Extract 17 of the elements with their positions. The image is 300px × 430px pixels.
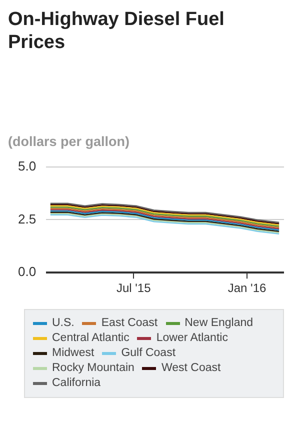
y-tick-label: 2.5 bbox=[18, 211, 36, 226]
legend-label: Gulf Coast bbox=[121, 346, 176, 361]
x-tick-label: Jul '15 bbox=[116, 281, 152, 296]
y-tick-label: 5.0 bbox=[18, 158, 36, 174]
legend-label: Lower Atlantic bbox=[156, 331, 228, 346]
y-axis-title: (dollars per gallon) bbox=[8, 134, 131, 149]
legend-label: West Coast bbox=[161, 361, 221, 376]
legend-label: Rocky Mountain bbox=[52, 361, 134, 376]
legend-label: Central Atlantic bbox=[52, 331, 130, 346]
legend-label: Midwest bbox=[52, 346, 94, 361]
legend-label: California bbox=[52, 376, 101, 391]
y-tick-label: 0.0 bbox=[18, 264, 36, 280]
chart-title: On-Highway Diesel Fuel Prices bbox=[8, 8, 226, 54]
legend-label: U.S. bbox=[52, 316, 74, 331]
legend-label: New England bbox=[184, 316, 254, 331]
x-tick-label: Jan '16 bbox=[228, 281, 266, 296]
legend-label: East Coast bbox=[101, 316, 158, 331]
